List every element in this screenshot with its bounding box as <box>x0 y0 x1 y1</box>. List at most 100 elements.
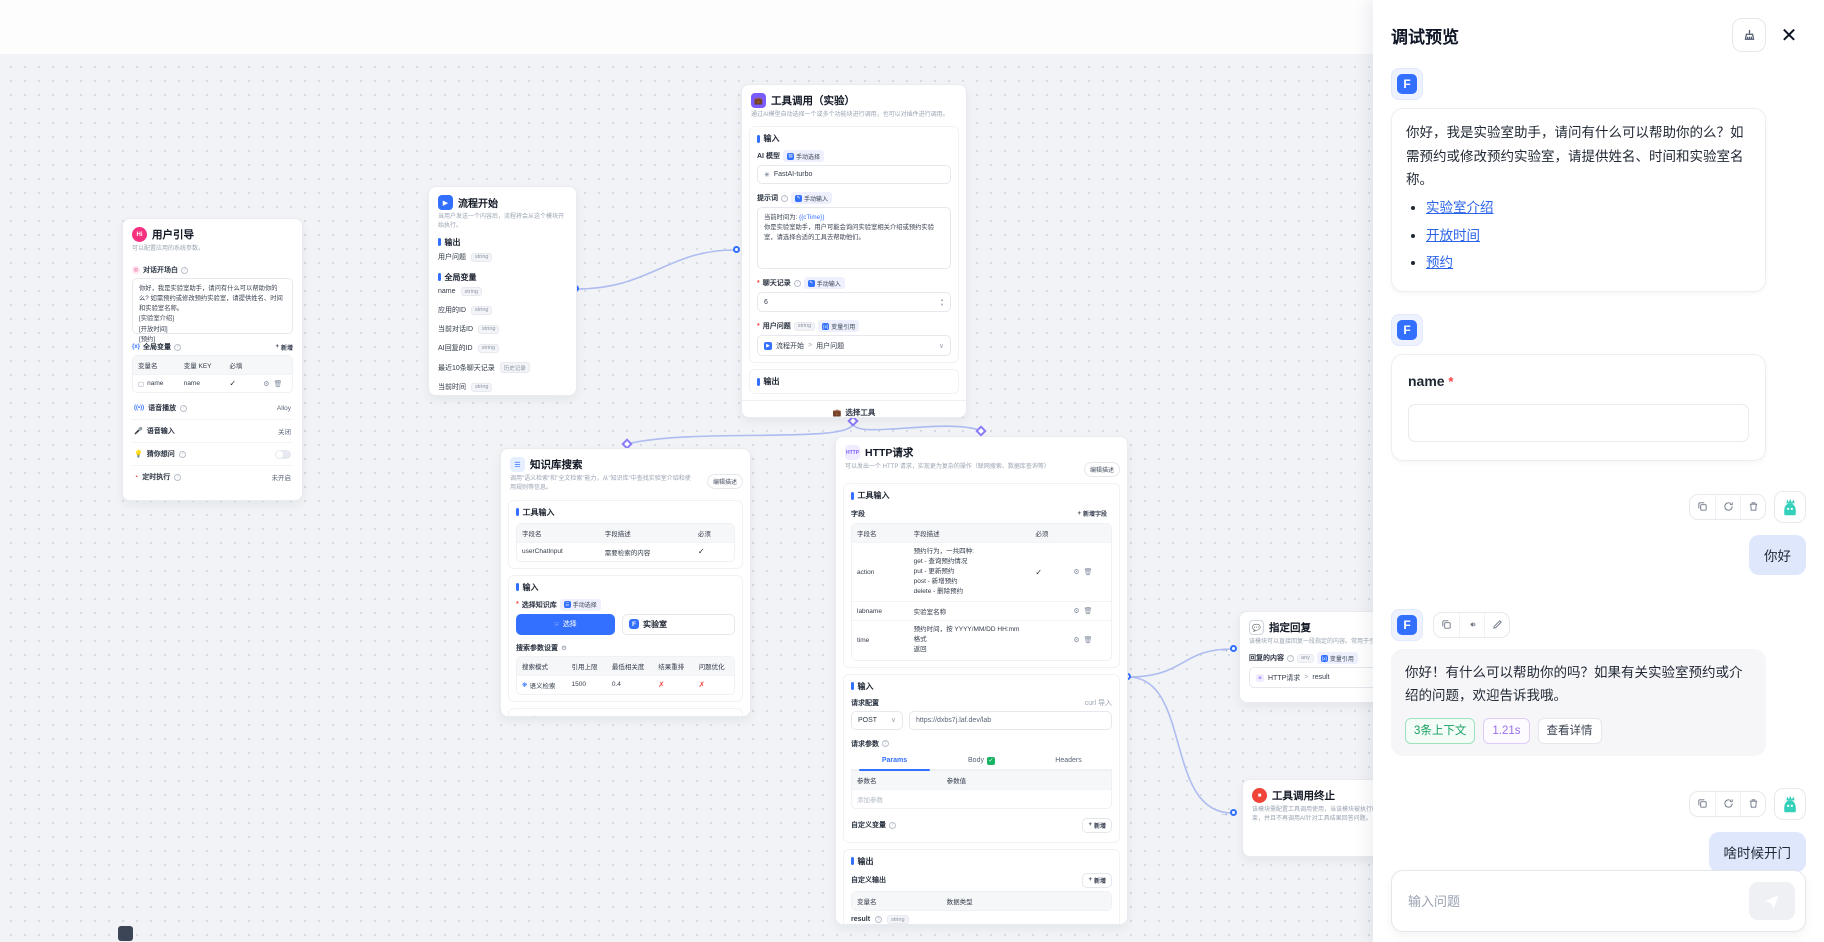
model-select[interactable]: ✳ FastAI-turbo <box>757 165 951 185</box>
node-flow-start[interactable]: ▶ 流程开始 当用户发送一个内容后，流程将会从这个模块开始执行。 输出 用户问题… <box>428 186 577 396</box>
output-variable: result ? string <box>851 911 1112 924</box>
suggest-question-toggle[interactable] <box>275 449 291 459</box>
trash-icon[interactable]: 🗑 <box>1083 569 1093 577</box>
add-variable-button[interactable]: + 新增 <box>275 342 293 352</box>
help-icon[interactable]: ? <box>875 916 883 923</box>
add-custom-output-button[interactable]: + 新增 <box>1082 872 1112 888</box>
form-field-label: name <box>1408 372 1445 389</box>
tool-call-input-connector[interactable] <box>733 246 740 253</box>
http-field-row[interactable]: action 预约行为，一共四种: get - 查询预约情况 put - 更新预… <box>852 542 1111 601</box>
terminate-edge-arrow: → <box>1220 808 1229 818</box>
reply-mode-badge[interactable]: {x} 变量引用 <box>1316 652 1358 665</box>
model-mode-badge[interactable]: ▤ 手动选择 <box>782 150 824 163</box>
send-button[interactable] <box>1749 882 1795 920</box>
trash-icon[interactable]: 🗑 <box>273 380 283 388</box>
delete-icon[interactable] <box>1740 791 1765 816</box>
variable-form-card: name * <box>1391 353 1766 461</box>
help-icon[interactable]: ? <box>882 740 889 747</box>
terminate-input-connector[interactable] <box>1230 809 1237 816</box>
link-reserve[interactable]: 预约 <box>1426 255 1453 271</box>
variable-row[interactable]: ▢ name name ✓ ⚙ 🗑 <box>133 374 292 392</box>
link-lab-intro[interactable]: 实验室介绍 <box>1426 199 1494 215</box>
bot-avatar: F <box>1391 68 1423 100</box>
trash-icon[interactable]: 🗑 <box>1083 637 1093 645</box>
node-tool-call[interactable]: 💼 工具调用（实验） 通过AI模型自动选择一个或多个功能块进行调用，也可以对插件… <box>741 84 967 418</box>
help-icon[interactable]: ? <box>174 343 182 351</box>
edit-mode-icon: ✎ <box>795 194 802 202</box>
trash-icon[interactable]: 🗑 <box>1083 608 1093 616</box>
read-aloud-icon[interactable] <box>1459 612 1484 637</box>
tab-params[interactable]: Params <box>851 753 938 771</box>
name-field[interactable] <box>1408 403 1749 442</box>
help-icon[interactable]: ? <box>889 821 896 829</box>
help-icon[interactable]: ? <box>1287 654 1294 662</box>
add-param-row[interactable]: 添加参数 <box>852 788 1111 808</box>
tool-field-row[interactable]: userChatInput 需要检索的内容 ✓ <box>517 541 734 561</box>
retry-icon[interactable] <box>1715 791 1740 816</box>
user-avatar <box>1774 490 1806 523</box>
url-input[interactable]: https://dxbs7j.laf.dev/lab <box>909 710 1112 730</box>
tab-body[interactable]: Body ✓ <box>968 756 995 765</box>
close-icon[interactable]: ✕ <box>1772 18 1806 52</box>
add-field-button[interactable]: + 新增字段 <box>1072 507 1112 520</box>
help-icon[interactable]: ? <box>174 473 182 481</box>
history-count-input[interactable]: 6 ▲ ▼ <box>757 292 951 313</box>
help-icon[interactable]: ? <box>181 266 188 274</box>
http-field-row[interactable]: labname 实验室名称 ⚙ 🗑 <box>852 601 1111 620</box>
chat-input[interactable] <box>1408 893 1749 909</box>
gear-icon[interactable]: ⚙ <box>1073 608 1080 616</box>
help-icon[interactable]: ? <box>180 404 188 412</box>
canvas-corner-control[interactable] <box>118 926 133 941</box>
opening-textarea[interactable]: 你好，我是实验室助手，请问有什么可以帮助你的么? 如需预约或修改预约实验室，请提… <box>132 278 293 343</box>
help-icon[interactable]: ? <box>178 450 186 458</box>
help-icon[interactable]: ? <box>781 194 788 202</box>
reply-input-connector[interactable] <box>1230 645 1237 652</box>
edit-description-button[interactable]: 编辑描述 <box>1083 462 1120 477</box>
gear-icon[interactable]: ⚙ <box>1073 569 1080 577</box>
copy-icon[interactable] <box>1690 495 1715 519</box>
clear-history-button[interactable] <box>1732 18 1766 52</box>
global-variable: 当前时间 string <box>438 378 567 395</box>
chevron-down-icon: ∨ <box>938 342 944 350</box>
green-monster-icon <box>1784 795 1796 813</box>
view-detail-button[interactable]: 查看详情 <box>1537 717 1602 744</box>
http-field-row[interactable]: time 预约时间，按 YYYY/MM/DD HH:mm 格式 返回 ⚙ 🗑 <box>852 620 1111 659</box>
node-subtitle: 调用"语义检索"和"全文检索"能力，从"知识库"中查找实验室介绍和使用规则等信息… <box>510 476 691 492</box>
kb-mode-badge[interactable]: ☰ 手动选择 <box>559 598 601 611</box>
prompt-mode-badge[interactable]: ✎ 手动输入 <box>791 192 833 205</box>
retry-icon[interactable] <box>1715 494 1740 519</box>
schedule-setting-row[interactable]: ◔ 定时执行? 未开启 <box>132 465 293 488</box>
delete-icon[interactable] <box>1740 494 1765 519</box>
edit-description-button[interactable]: 编辑描述 <box>706 474 743 489</box>
gear-icon[interactable]: ⚙ <box>263 380 270 388</box>
link-open-hours[interactable]: 开放时间 <box>1426 227 1480 243</box>
question-mode-badge[interactable]: {x} 变量引用 <box>818 320 860 333</box>
copy-icon[interactable] <box>1434 613 1459 637</box>
tab-headers[interactable]: Headers <box>1055 757 1082 764</box>
help-icon[interactable]: ? <box>793 279 801 287</box>
prompt-textarea[interactable]: 当前时间为: {{cTime}} 你是实验室助手，用户可能会询问实验室相关介绍或预… <box>757 207 951 270</box>
kb-card[interactable]: F 实验室 <box>622 613 735 635</box>
chevron-down-icon: ∨ <box>890 717 896 724</box>
add-custom-var-button[interactable]: + 新增 <box>1082 817 1112 833</box>
edit-icon[interactable] <box>1484 612 1509 637</box>
gear-icon[interactable]: ⚙ <box>1073 637 1080 645</box>
curl-import-button[interactable]: curl 导入 <box>1084 699 1112 707</box>
node-kb-search[interactable]: ☰ 知识库搜索 调用"语义检索"和"全文检索"能力，从"知识库"中查找实验室介绍… <box>500 448 751 717</box>
copy-icon[interactable] <box>1690 792 1715 816</box>
history-mode-badge[interactable]: ✎ 手动输入 <box>803 277 845 290</box>
context-count-badge[interactable]: 3条上下文 <box>1405 717 1476 744</box>
node-user-guide[interactable]: Hi 用户引导 可以配置应用的系统参数。 ◎ 对话开场白 ? 你好，我是实验室助… <box>122 218 303 501</box>
voice-input-setting-row[interactable]: 🎤 语音输入 关闭 <box>132 419 293 442</box>
node-http-request[interactable]: HTTP HTTP请求 可以发出一个 HTTP 请求，实现更为复杂的操作（联网搜… <box>835 436 1128 925</box>
response-time-badge[interactable]: 1.21s <box>1483 717 1530 744</box>
select-kb-button[interactable]: ☞ 选择 <box>516 613 615 635</box>
select-tool-button[interactable]: 💼 选择工具 <box>742 400 966 417</box>
gear-icon[interactable]: ⚙ <box>561 644 567 652</box>
method-select[interactable]: POST ∨ <box>851 710 903 730</box>
stepper-icons[interactable]: ▲ ▼ <box>940 296 944 307</box>
send-icon <box>1765 895 1779 909</box>
suggest-question-setting-row[interactable]: 💡 猜你想问? <box>132 442 293 465</box>
tts-setting-row[interactable]: ((•)) 语音播放? Alloy <box>134 404 291 413</box>
question-ref-select[interactable]: ▶ 流程开始 > 用户问题 ∨ <box>757 335 951 357</box>
